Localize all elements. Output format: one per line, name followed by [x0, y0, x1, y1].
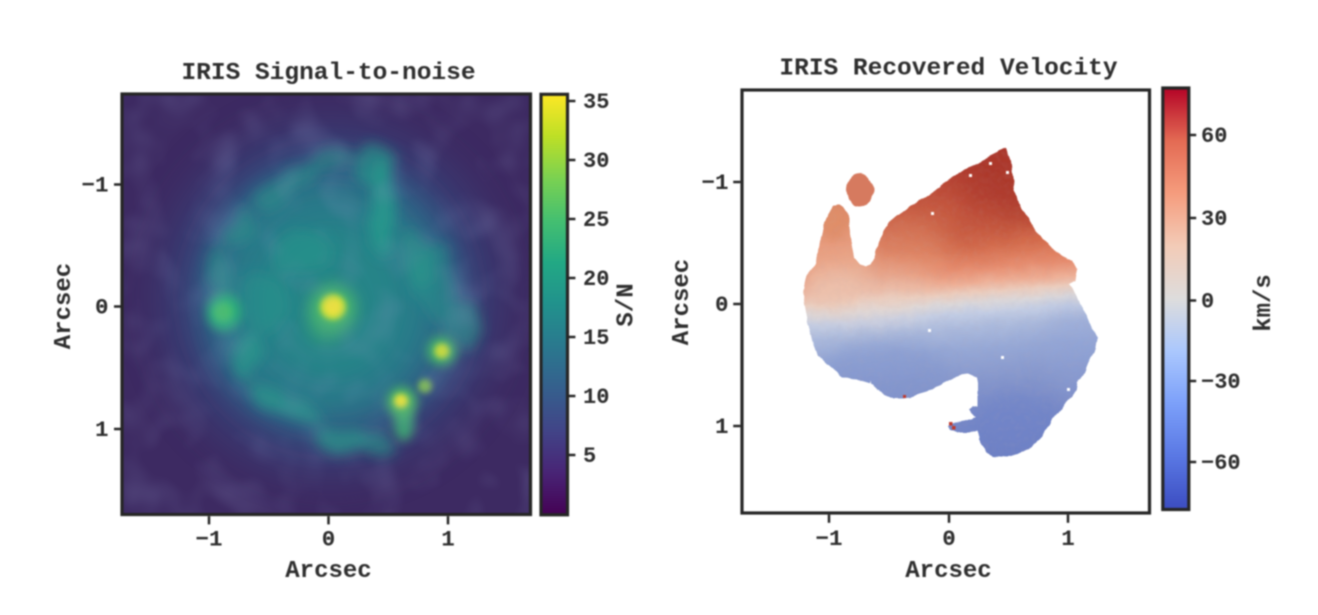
svg-text:−1: −1: [195, 527, 222, 553]
svg-text:60: 60: [1201, 124, 1227, 149]
svg-text:1: 1: [1061, 526, 1075, 552]
svg-text:25: 25: [583, 208, 609, 233]
svg-text:0: 0: [1201, 290, 1214, 315]
svg-text:1: 1: [441, 527, 455, 553]
svg-text:30: 30: [583, 149, 609, 174]
svg-text:Arcsec: Arcsec: [669, 259, 696, 345]
svg-text:km/s: km/s: [1251, 274, 1278, 332]
svg-text:−1: −1: [815, 526, 842, 552]
svg-text:IRIS Signal-to-noise: IRIS Signal-to-noise: [181, 60, 475, 87]
svg-text:15: 15: [583, 326, 609, 351]
svg-text:Arcsec: Arcsec: [285, 558, 371, 585]
svg-text:IRIS Recovered Velocity: IRIS Recovered Velocity: [779, 56, 1117, 83]
svg-text:−1: −1: [81, 173, 108, 199]
svg-text:Arcsec: Arcsec: [905, 558, 991, 585]
svg-text:S/N: S/N: [614, 283, 641, 326]
svg-text:−60: −60: [1201, 451, 1241, 476]
svg-text:35: 35: [583, 90, 609, 115]
svg-text:5: 5: [583, 444, 596, 469]
svg-text:1: 1: [95, 417, 109, 443]
svg-text:1: 1: [715, 414, 729, 440]
svg-text:−30: −30: [1201, 370, 1241, 395]
svg-text:Arcsec: Arcsec: [51, 263, 78, 349]
svg-text:20: 20: [583, 267, 609, 292]
svg-text:30: 30: [1201, 207, 1227, 232]
svg-text:−1: −1: [701, 170, 728, 196]
svg-text:10: 10: [583, 385, 609, 410]
